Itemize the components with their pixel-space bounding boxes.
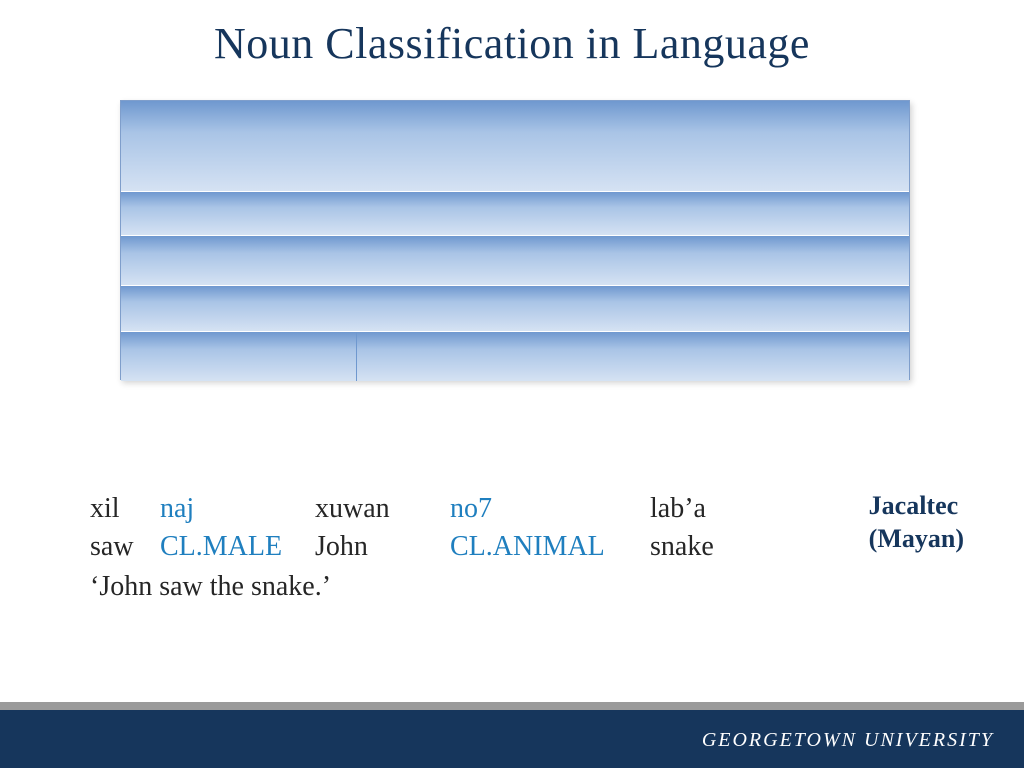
- language-family: (Mayan): [869, 523, 964, 556]
- gloss-word-classifier: no7: [450, 490, 650, 528]
- diagram-cell: [121, 332, 357, 381]
- diagram-row: [121, 285, 909, 331]
- gloss-source-line: xil naj xuwan no7 lab’a: [90, 490, 810, 528]
- diagram-row: [121, 331, 909, 381]
- gloss-word: xil: [90, 490, 160, 528]
- slide-title: Noun Classification in Language: [0, 0, 1024, 69]
- gloss-meaning-classifier: CL.MALE: [160, 528, 315, 566]
- footer-bar: GEORGETOWN UNIVERSITY: [0, 710, 1024, 768]
- gloss-meaning: saw: [90, 528, 160, 566]
- gloss-word: xuwan: [315, 490, 450, 528]
- diagram-row: [121, 191, 909, 235]
- gloss-meaning: John: [315, 528, 450, 566]
- interlinear-gloss: xil naj xuwan no7 lab’a saw CL.MALE John…: [90, 490, 810, 605]
- gloss-word: lab’a: [650, 490, 706, 528]
- diagram-cell: [357, 332, 909, 381]
- gloss-translation: ‘John saw the snake.’: [90, 568, 810, 606]
- slide: Noun Classification in Language xil naj …: [0, 0, 1024, 768]
- footer-divider: [0, 702, 1024, 710]
- gloss-meaning: snake: [650, 528, 714, 566]
- gloss-meaning-classifier: CL.ANIMAL: [450, 528, 650, 566]
- diagram-row: [121, 101, 909, 191]
- gloss-gloss-line: saw CL.MALE John CL.ANIMAL snake: [90, 528, 810, 566]
- university-name: GEORGETOWN UNIVERSITY: [702, 729, 994, 752]
- classification-diagram: [120, 100, 910, 380]
- language-name: Jacaltec: [869, 490, 964, 523]
- language-label: Jacaltec (Mayan): [869, 490, 964, 555]
- diagram-row: [121, 235, 909, 285]
- gloss-word-classifier: naj: [160, 490, 315, 528]
